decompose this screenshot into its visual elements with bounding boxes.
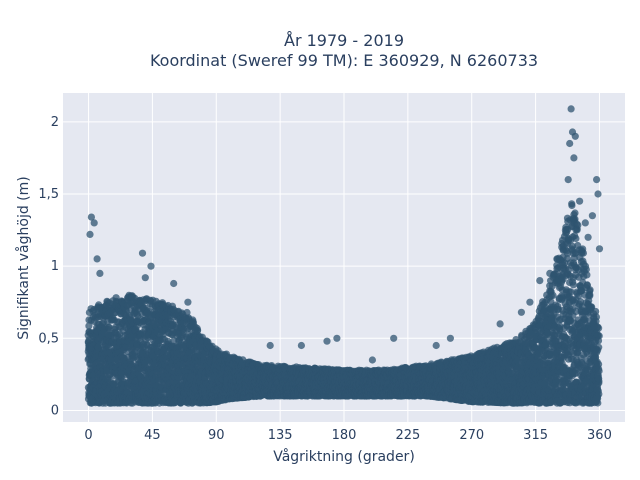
scatter-point — [85, 322, 93, 330]
chart-title-line-2: Koordinat (Sweref 99 TM): E 360929, N 62… — [150, 51, 538, 70]
scatter-points — [84, 105, 604, 407]
scatter-point — [105, 323, 113, 331]
chart-title-line-1: År 1979 - 2019 — [284, 31, 404, 50]
